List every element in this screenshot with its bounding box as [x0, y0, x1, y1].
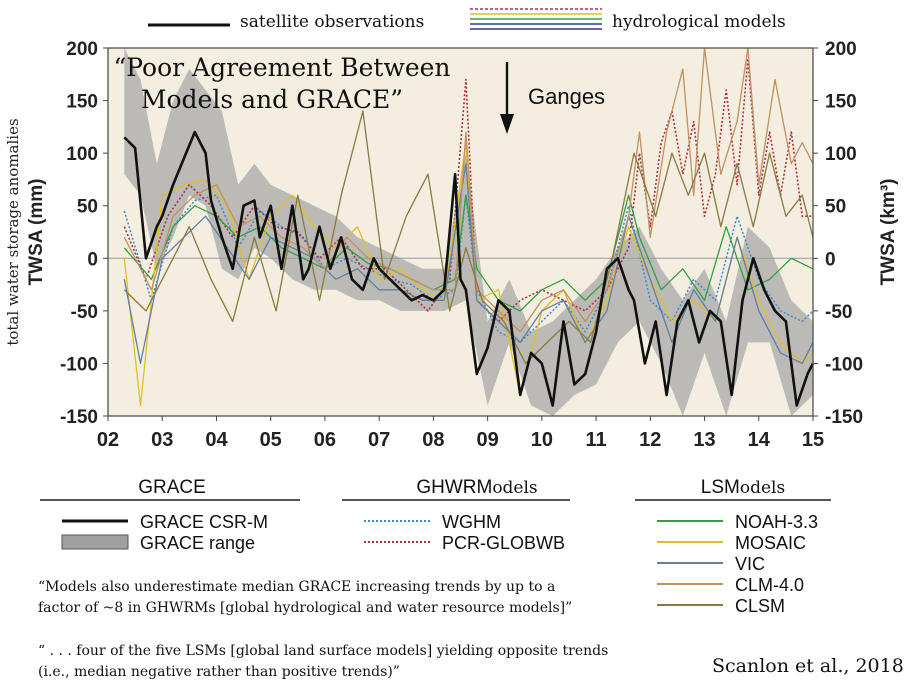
x-tick-label: 02: [97, 429, 119, 451]
plot-frame: [107, 47, 814, 417]
citation: Scanlon et al., 2018: [712, 655, 904, 677]
y-axis-right-label: TWSA (km³): [878, 179, 899, 286]
x-tick-label: 06: [314, 429, 336, 451]
legend-item-grace-range-label: GRACE range: [140, 533, 255, 553]
y-tick-label: -50: [71, 302, 98, 323]
headline-line-2: Models and GRACE”: [141, 85, 403, 114]
grace-range-band: [124, 48, 814, 416]
y-tick-label-right: 150: [825, 92, 857, 113]
legend-item-wghm-label: WGHM: [442, 512, 501, 532]
legend-group-header: LSModels: [701, 477, 785, 498]
x-tick-label: 11: [585, 429, 606, 451]
x-tick-label: 04: [205, 429, 228, 451]
quote-1-line-1: “Models also underestimate median GRACE …: [38, 579, 556, 595]
quote-2: “ . . . four of the five LSMs [global la…: [38, 641, 608, 683]
y-tick-label: -150: [60, 407, 98, 428]
x-tick-label: 09: [476, 429, 498, 451]
quote-1-line-2: factor of ~8 in GHWRMs [global hydrologi…: [38, 600, 573, 616]
series-line-grace-csr-m: [123, 130, 815, 407]
quote-2-line-2: (i.e., median negative rather than posit…: [38, 664, 400, 680]
x-tick-label: 08: [422, 429, 444, 451]
series-line-wghm: [123, 194, 814, 344]
legend-item-mosaic-label: MOSAIC: [735, 533, 806, 553]
legend-item-clsm-label: CLSM: [735, 596, 785, 616]
down-arrow-icon: [500, 62, 514, 134]
x-tick-label: 05: [260, 429, 282, 451]
y-tick-label-right: -100: [825, 354, 863, 375]
basin-label: Ganges: [528, 84, 605, 109]
satellite-legend-label: satellite observations: [240, 12, 424, 32]
x-tick-label: 15: [802, 429, 824, 451]
legend-item-vic-label: VIC: [735, 554, 765, 574]
legend-item-pcr-globwb-label: PCR-GLOBWB: [442, 533, 565, 553]
y-tick-label: 50: [77, 197, 98, 218]
y-tick-label-right: 100: [825, 144, 857, 165]
y-axis-outer-label: total water storage anomalies: [4, 118, 22, 345]
y-tick-label: 100: [66, 144, 98, 165]
series-layer: [123, 47, 815, 407]
x-tick-label: 10: [531, 429, 553, 451]
y-tick-label: 150: [66, 92, 98, 113]
models-legend-swatch: [470, 8, 602, 30]
grace-range-band-layer: [124, 48, 814, 416]
series-line-clm-4-0: [123, 47, 814, 333]
x-tick-label: 13: [693, 429, 715, 451]
series-line-vic: [123, 163, 814, 365]
legend-group-header: GHWRModels: [416, 477, 537, 498]
x-tick-label: 07: [368, 429, 390, 451]
legend-item-clm-4-0-label: CLM-4.0: [735, 575, 804, 595]
y-tick-label-right: 200: [825, 39, 857, 60]
y-tick-label: 200: [66, 39, 98, 60]
quote-1: “Models also underestimate median GRACE …: [38, 577, 572, 619]
x-tick-label: 03: [151, 429, 173, 451]
headline-line-1: “Poor Agreement Between: [113, 53, 450, 82]
y-tick-label: -100: [60, 354, 98, 375]
y-tick-label-right: -50: [825, 302, 852, 323]
tick-layer: 200 200 150 150 100 100 50 50 0 0 -50 -50 -100 -100 -1…: [60, 39, 863, 451]
legend-item-grace-range-swatch: [61, 534, 129, 550]
legend-item-grace-csr-m-label: GRACE CSR-M: [140, 512, 268, 532]
y-axis-label: TWSA (mm): [26, 179, 47, 286]
models-legend-label: hydrological models: [612, 12, 786, 32]
y-tick-label-right: 0: [825, 249, 836, 270]
y-tick-label-right: -150: [825, 407, 863, 428]
quote-2-line-1: “ . . . four of the five LSMs [global la…: [38, 643, 609, 659]
y-tick-label-right: 50: [825, 197, 846, 218]
x-tick-label: 12: [639, 429, 661, 451]
legend-item-noah-3-3-label: NOAH-3.3: [735, 512, 818, 532]
series-line-clsm: [123, 110, 814, 365]
y-tick-label: 0: [87, 249, 98, 270]
legend-group-header: GRACE: [138, 477, 206, 498]
x-tick-label: 14: [748, 429, 771, 451]
